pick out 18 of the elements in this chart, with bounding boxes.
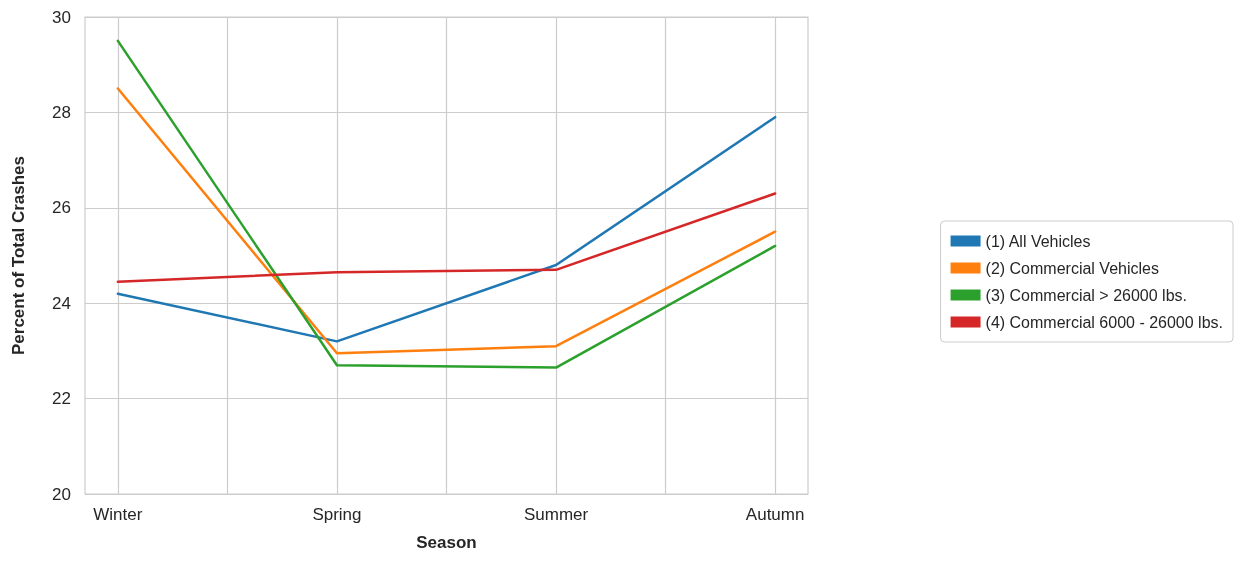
x-axis-title: Season	[416, 533, 477, 552]
x-tick-label: Spring	[312, 505, 362, 524]
y-tick-label: 22	[52, 389, 71, 409]
legend-label: (1) All Vehicles	[985, 232, 1091, 250]
legend-label: (4) Commercial 6000 - 26000 lbs.	[985, 313, 1223, 331]
line-series	[116, 192, 777, 283]
y-tick-label: 30	[52, 7, 71, 27]
y-tick-label: 20	[52, 484, 71, 504]
x-tick-label: Autumn	[745, 505, 805, 524]
legend-label: (2) Commercial Vehicles	[985, 259, 1159, 277]
x-tick-label: Winter	[93, 505, 143, 524]
y-tick-label: 26	[52, 198, 71, 218]
y-tick-label: 28	[52, 102, 71, 122]
x-tick-label: Summer	[523, 505, 589, 524]
line-series	[116, 39, 777, 369]
legend-label: (3) Commercial > 26000 lbs.	[985, 286, 1187, 304]
y-axis-title: Percent of Total Crashes	[9, 155, 28, 356]
y-tick-label: 24	[52, 293, 71, 313]
